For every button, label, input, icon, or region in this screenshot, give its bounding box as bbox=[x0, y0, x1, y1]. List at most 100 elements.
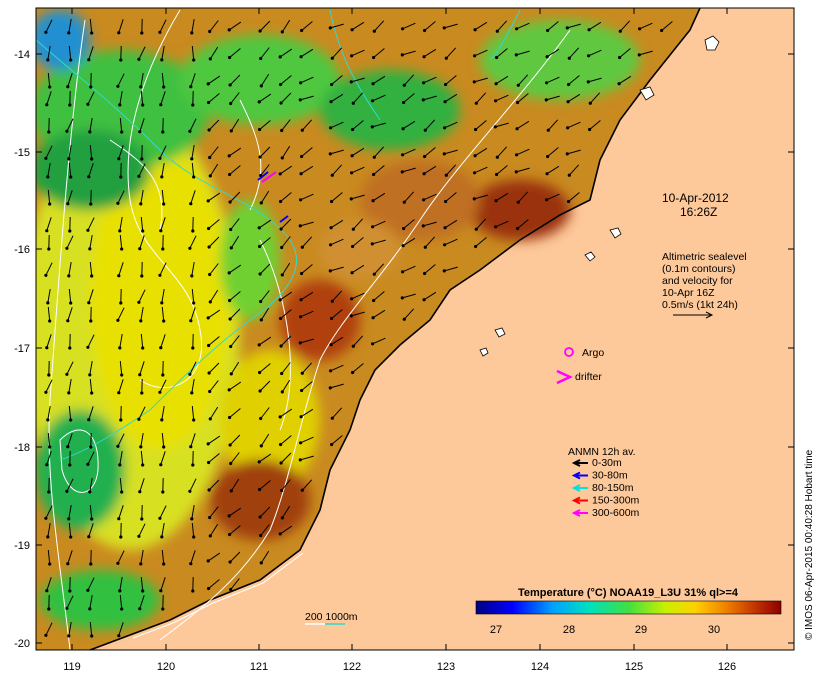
anmn-label: 0-30m bbox=[592, 457, 622, 469]
velocity-arrow-head bbox=[69, 58, 73, 62]
velocity-arrow bbox=[66, 595, 74, 609]
colorbar-ramp bbox=[475, 600, 782, 615]
velocity-arrow-head bbox=[158, 30, 162, 34]
velocity-arrow-head bbox=[44, 30, 48, 34]
lon-label: 119 bbox=[63, 661, 81, 673]
velocity-arrow-head bbox=[280, 390, 284, 394]
velocity-arrow bbox=[229, 434, 241, 446]
velocity-arrow bbox=[229, 191, 241, 203]
velocity-arrow-head bbox=[279, 344, 283, 348]
velocity-arrow bbox=[190, 433, 196, 447]
velocity-arrow-head bbox=[208, 389, 212, 394]
velocity-arrow-head bbox=[208, 174, 212, 178]
velocity-arrow-head bbox=[46, 175, 50, 179]
velocity-arrow-head bbox=[138, 247, 142, 251]
velocity-arrow-head bbox=[189, 202, 193, 206]
anmn-label: 30-80m bbox=[592, 470, 628, 482]
velocity-arrow-head bbox=[330, 299, 334, 303]
velocity-arrow-head bbox=[138, 373, 142, 377]
velocity-arrow bbox=[351, 166, 365, 174]
velocity-arrow-head bbox=[207, 371, 211, 375]
velocity-arrows bbox=[44, 18, 673, 638]
velocity-arrow-head bbox=[190, 157, 194, 161]
velocity-arrow-head bbox=[329, 369, 333, 373]
velocity-arrow-head bbox=[300, 154, 304, 159]
velocity-arrow-head bbox=[493, 125, 497, 129]
velocity-arrow bbox=[351, 147, 365, 157]
velocity-arrow-head bbox=[371, 342, 375, 346]
velocity-arrow-head bbox=[258, 127, 262, 132]
velocity-arrow bbox=[66, 118, 74, 132]
anmn-item: 0-30m bbox=[571, 457, 622, 469]
velocity-arrow-head bbox=[89, 85, 93, 89]
velocity-arrow-head bbox=[587, 28, 591, 32]
velocity-arrow-head bbox=[227, 154, 231, 158]
velocity-arrow bbox=[330, 93, 344, 103]
altimetry-line: 10-Apr 16Z bbox=[662, 287, 715, 299]
velocity-arrow bbox=[161, 46, 165, 60]
velocity-arrow-head bbox=[279, 199, 283, 204]
velocity-arrow-head bbox=[299, 81, 303, 85]
velocity-arrow-head bbox=[120, 247, 124, 251]
velocity-arrow bbox=[190, 550, 196, 564]
velocity-arrow-head bbox=[189, 85, 193, 89]
velocity-arrow bbox=[45, 262, 53, 276]
velocity-arrow bbox=[351, 194, 365, 200]
velocity-arrow bbox=[618, 75, 632, 85]
velocity-arrow-head bbox=[544, 98, 548, 102]
velocity-arrow-head bbox=[45, 463, 49, 467]
velocity-arrow bbox=[230, 452, 240, 464]
velocity-arrow-head bbox=[90, 517, 94, 521]
velocity-arrow bbox=[45, 379, 53, 393]
velocity-arrow bbox=[445, 192, 457, 202]
velocity-arrow bbox=[47, 432, 51, 448]
velocity-arrow-head bbox=[299, 441, 303, 445]
velocity-arrow-head bbox=[90, 634, 94, 638]
velocity-arrow-head bbox=[90, 157, 94, 161]
scale-arrow-icon bbox=[673, 311, 714, 319]
velocity-arrow bbox=[567, 121, 581, 129]
velocity-arrow bbox=[209, 380, 219, 392]
lon-label: 121 bbox=[250, 661, 268, 673]
velocity-arrow bbox=[372, 122, 386, 128]
velocity-arrow-head bbox=[422, 172, 426, 176]
velocity-arrow bbox=[140, 307, 144, 321]
velocity-arrow-head bbox=[229, 129, 233, 133]
velocity-arrow bbox=[191, 45, 195, 61]
velocity-arrow bbox=[331, 290, 343, 302]
velocity-arrow bbox=[228, 264, 242, 274]
velocity-arrow-head bbox=[65, 606, 69, 610]
velocity-arrow-head bbox=[86, 588, 90, 592]
velocity-arrow-head bbox=[567, 173, 571, 177]
velocity-arrow bbox=[475, 120, 487, 130]
velocity-arrow-head bbox=[89, 562, 93, 566]
velocity-arrow-head bbox=[299, 172, 303, 176]
velocity-arrow bbox=[89, 144, 93, 160]
velocity-arrow-head bbox=[191, 463, 195, 467]
velocity-arrow-head bbox=[494, 99, 498, 103]
velocity-arrow-head bbox=[67, 634, 71, 638]
velocity-arrow bbox=[89, 504, 93, 520]
velocity-arrow-head bbox=[280, 516, 284, 520]
velocity-arrow-head bbox=[228, 55, 232, 60]
velocity-arrow-head bbox=[117, 391, 121, 395]
velocity-arrow-head bbox=[87, 535, 91, 539]
velocity-arrow bbox=[546, 76, 560, 84]
velocity-arrow-head bbox=[138, 607, 142, 611]
velocity-arrow bbox=[300, 165, 314, 175]
velocity-arrow bbox=[258, 336, 272, 346]
velocity-arrow bbox=[139, 595, 145, 609]
velocity-arrow bbox=[209, 263, 219, 275]
latitude-labels: -14 -15 -16 -17 -18 -19 -20 bbox=[14, 49, 30, 650]
velocity-arrow bbox=[46, 217, 52, 231]
velocity-arrow-head bbox=[300, 28, 304, 33]
islands bbox=[479, 35, 720, 357]
velocity-arrow-head bbox=[279, 101, 283, 105]
velocity-arrow-head bbox=[192, 418, 196, 422]
velocity-arrow-head bbox=[300, 371, 304, 375]
velocity-arrow-head bbox=[139, 85, 143, 89]
velocity-arrow bbox=[209, 163, 219, 177]
velocity-arrow bbox=[47, 72, 51, 88]
velocity-arrow bbox=[161, 406, 165, 420]
velocity-arrow-head bbox=[229, 246, 233, 250]
